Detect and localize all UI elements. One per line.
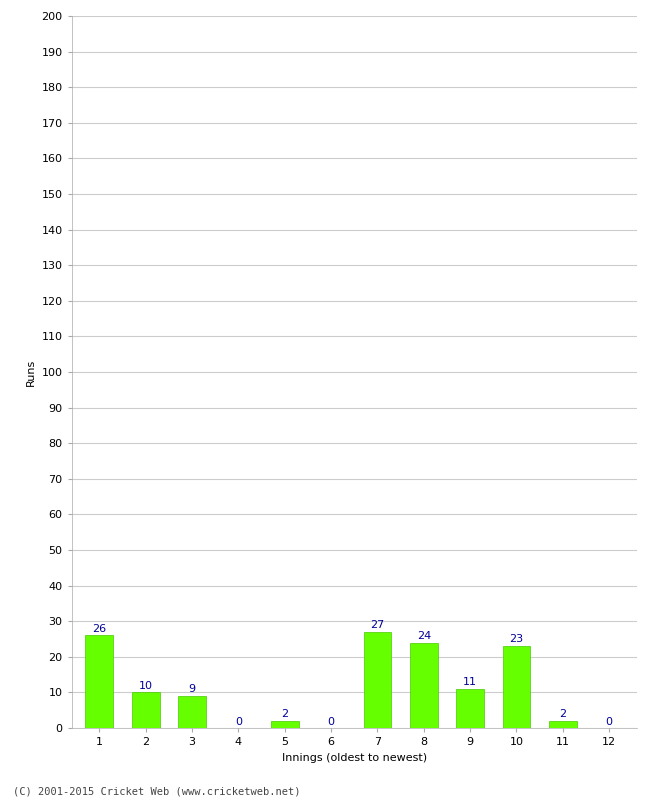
Text: 0: 0 — [328, 717, 335, 726]
Text: 26: 26 — [92, 624, 107, 634]
Bar — [549, 721, 577, 728]
Bar — [85, 635, 113, 728]
Bar — [363, 632, 391, 728]
Text: 11: 11 — [463, 677, 477, 687]
Bar — [178, 696, 206, 728]
Text: 24: 24 — [417, 630, 431, 641]
Text: 27: 27 — [370, 620, 385, 630]
Text: (C) 2001-2015 Cricket Web (www.cricketweb.net): (C) 2001-2015 Cricket Web (www.cricketwe… — [13, 786, 300, 796]
X-axis label: Innings (oldest to newest): Innings (oldest to newest) — [281, 753, 427, 762]
Bar — [502, 646, 530, 728]
Bar — [132, 692, 159, 728]
Bar — [410, 642, 437, 728]
Bar — [456, 689, 484, 728]
Bar — [271, 721, 298, 728]
Text: 0: 0 — [235, 717, 242, 726]
Text: 10: 10 — [138, 681, 153, 690]
Text: 2: 2 — [281, 709, 289, 719]
Text: 0: 0 — [606, 717, 613, 726]
Text: 23: 23 — [510, 634, 523, 644]
Y-axis label: Runs: Runs — [26, 358, 36, 386]
Text: 9: 9 — [188, 684, 196, 694]
Text: 2: 2 — [559, 709, 566, 719]
